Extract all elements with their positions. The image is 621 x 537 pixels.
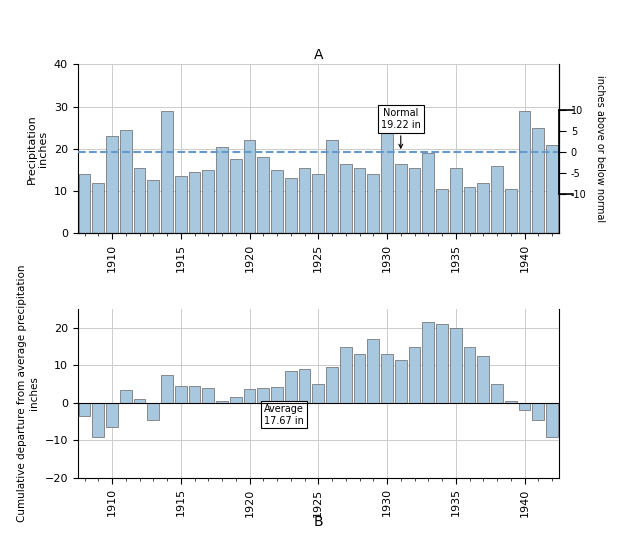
Bar [106,136,118,233]
Y-axis label: inches above or below normal: inches above or below normal [595,75,605,222]
Bar [189,386,201,403]
Bar [175,176,186,233]
Bar [368,339,379,403]
Text: Normal
19.22 in: Normal 19.22 in [381,108,420,148]
Bar [532,128,544,233]
Bar [271,387,283,403]
Bar [285,371,297,403]
Bar [464,347,475,403]
Bar [230,159,242,233]
Bar [546,403,558,437]
Bar [422,153,434,233]
Bar [299,168,310,233]
Bar [395,360,407,403]
Bar [202,170,214,233]
Bar [93,403,104,437]
Bar [409,347,420,403]
Bar [120,130,132,233]
Bar [189,172,201,233]
Bar [381,115,393,233]
Bar [216,401,228,403]
Bar [147,180,159,233]
Bar [326,140,338,233]
Bar [422,322,434,403]
Bar [450,168,461,233]
Bar [450,328,461,403]
Bar [120,390,132,403]
Bar [258,388,269,403]
Y-axis label: Cumulative departure from average precipitation
inches: Cumulative departure from average precip… [17,265,39,523]
Bar [79,174,90,233]
Bar [161,375,173,403]
Bar [340,164,351,233]
Bar [312,174,324,233]
Bar [491,384,503,403]
Bar [258,157,269,233]
Bar [354,354,365,403]
Bar [243,389,255,403]
Bar [93,183,104,233]
Bar [312,384,324,403]
Bar [505,189,517,233]
Bar [216,147,228,233]
Bar [271,170,283,233]
Bar [106,403,118,427]
Bar [519,403,530,410]
Bar [134,168,145,233]
Bar [161,111,173,233]
Bar [299,369,310,403]
Text: B: B [314,515,323,529]
Bar [519,111,530,233]
Bar [147,403,159,420]
Bar [79,403,90,416]
Title: A: A [314,48,323,62]
Bar [409,168,420,233]
Bar [491,166,503,233]
Bar [478,183,489,233]
Bar [546,144,558,233]
Text: Average
17.67 in: Average 17.67 in [264,404,304,425]
Bar [243,140,255,233]
Bar [230,397,242,403]
Bar [202,388,214,403]
Bar [464,187,475,233]
Bar [285,178,297,233]
Y-axis label: Precipitation
inches: Precipitation inches [27,114,48,184]
Bar [532,403,544,420]
Bar [505,401,517,403]
Bar [326,367,338,403]
Bar [134,399,145,403]
Bar [354,168,365,233]
Bar [478,356,489,403]
Bar [368,174,379,233]
Bar [436,189,448,233]
Bar [381,354,393,403]
Bar [340,347,351,403]
Bar [436,324,448,403]
Bar [175,386,186,403]
Bar [395,164,407,233]
